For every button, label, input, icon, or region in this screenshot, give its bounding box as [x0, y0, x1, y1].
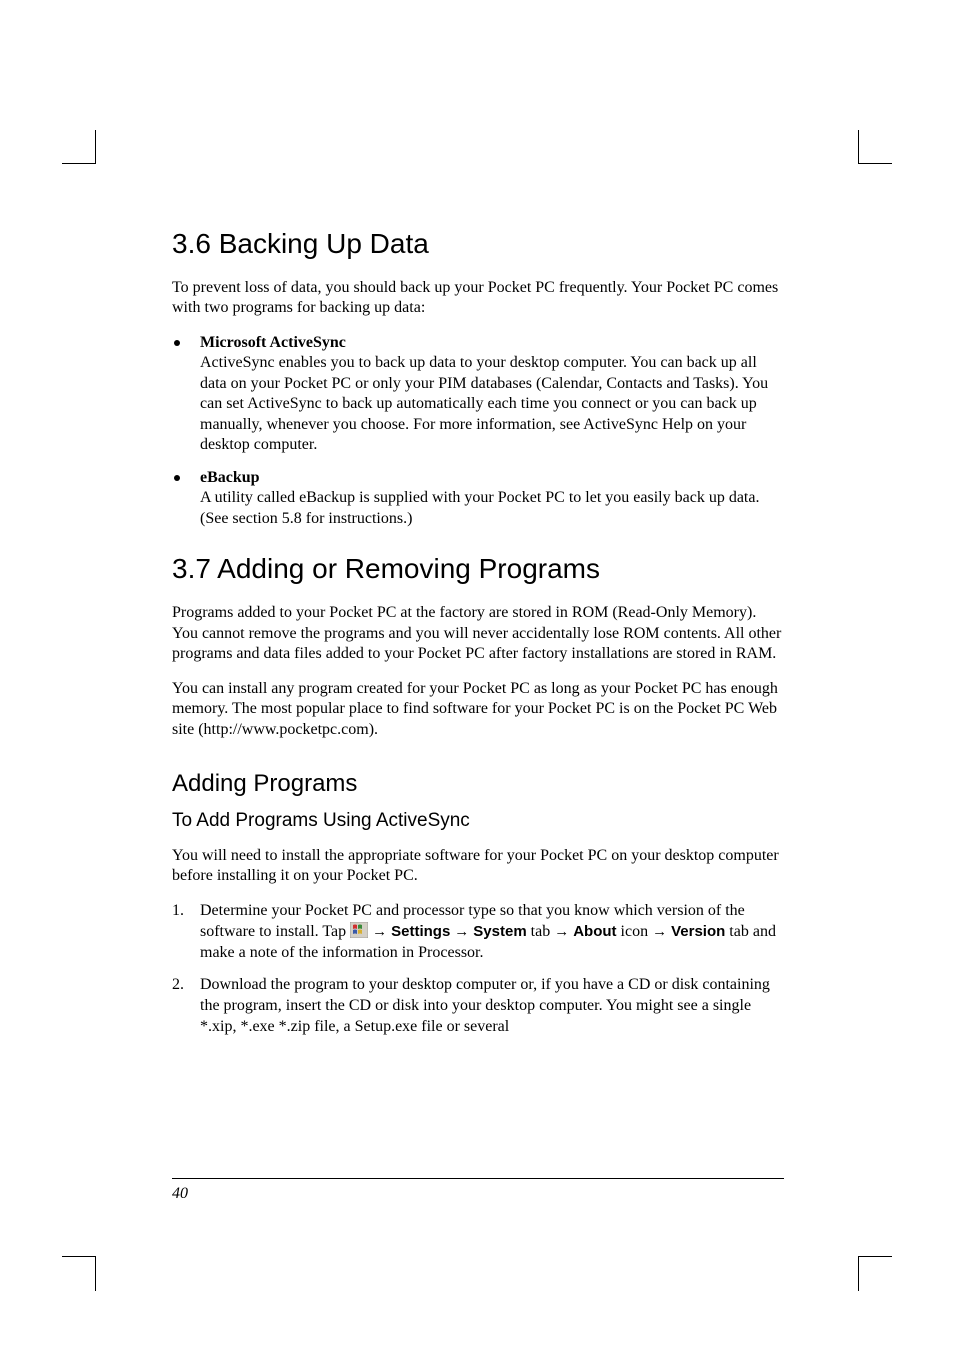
ui-label-settings: Settings	[391, 923, 450, 940]
crop-mark	[62, 1256, 96, 1257]
bullet-body: A utility called eBackup is supplied wit…	[200, 489, 759, 526]
arrow-icon: →	[554, 923, 569, 940]
crop-mark	[858, 130, 859, 164]
ui-label-system: System	[473, 923, 526, 940]
crop-mark	[95, 130, 96, 164]
page-footer: 40	[172, 1178, 784, 1203]
crop-mark	[95, 1257, 96, 1291]
page-content: 3.6 Backing Up Data To prevent loss of d…	[172, 228, 784, 1050]
intro-paragraph: To prevent loss of data, you should back…	[172, 278, 784, 319]
body-paragraph: Programs added to your Pocket PC at the …	[172, 603, 784, 664]
footer-rule	[172, 1178, 784, 1179]
ui-label-about: About	[573, 923, 616, 940]
numbered-list: Determine your Pocket PC and processor t…	[172, 901, 784, 1038]
crop-mark	[62, 163, 96, 164]
body-paragraph: You can install any program created for …	[172, 679, 784, 740]
section-heading-3-6: 3.6 Backing Up Data	[172, 228, 784, 260]
subsection-heading: Adding Programs	[172, 770, 784, 798]
crop-mark	[858, 1256, 892, 1257]
bullet-item-activesync: Microsoft ActiveSync ActiveSync enables …	[172, 333, 784, 456]
arrow-icon: →	[372, 923, 387, 940]
arrow-icon: →	[454, 923, 469, 940]
arrow-icon: →	[652, 923, 667, 940]
subsubsection-heading: To Add Programs Using ActiveSync	[172, 810, 784, 832]
bullet-item-ebackup: eBackup A utility called eBackup is supp…	[172, 468, 784, 529]
step1-mid: icon	[621, 923, 653, 940]
text-tab: tab	[527, 923, 555, 940]
crop-mark	[858, 1257, 859, 1291]
body-paragraph: You will need to install the appropriate…	[172, 846, 784, 887]
bullet-body: ActiveSync enables you to back up data t…	[200, 354, 768, 453]
list-item-1: Determine your Pocket PC and processor t…	[172, 901, 784, 963]
section-heading-3-7: 3.7 Adding or Removing Programs	[172, 553, 784, 585]
list-item-2: Download the program to your desktop com…	[172, 975, 784, 1037]
start-icon	[350, 922, 368, 938]
page-number: 40	[172, 1185, 784, 1203]
ui-label-version: Version	[671, 923, 725, 940]
step2-body: Download the program to your desktop com…	[200, 976, 770, 1035]
bullet-title: Microsoft ActiveSync	[200, 334, 346, 351]
bullet-list: Microsoft ActiveSync ActiveSync enables …	[172, 333, 784, 529]
bullet-title: eBackup	[200, 469, 260, 486]
crop-mark	[858, 163, 892, 164]
